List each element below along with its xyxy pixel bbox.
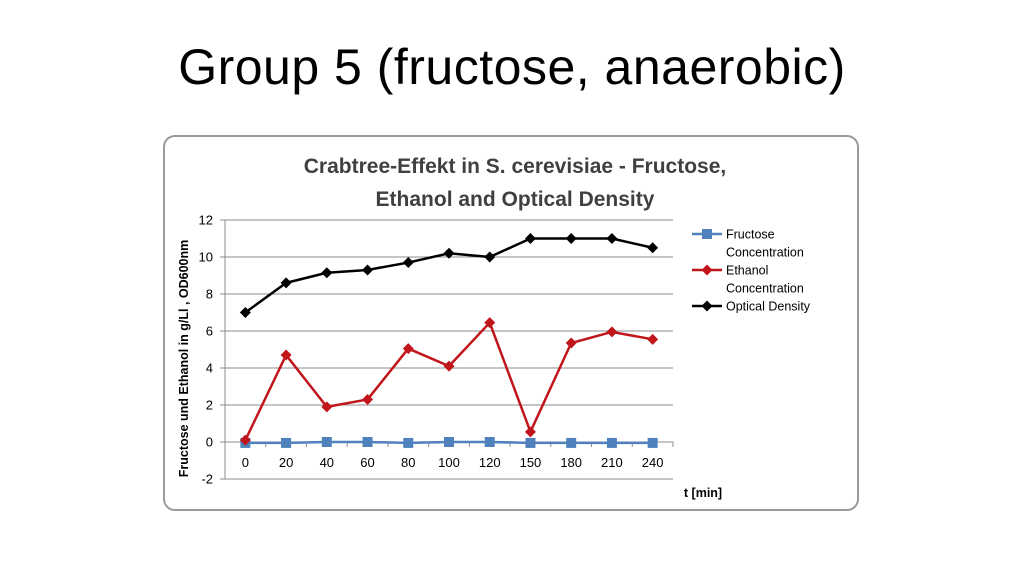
y-tick-label: 0 bbox=[206, 435, 213, 450]
legend-marker bbox=[701, 300, 713, 312]
data-point bbox=[443, 247, 455, 259]
data-point bbox=[280, 349, 292, 361]
y-tick-label: 10 bbox=[199, 250, 213, 265]
legend-item-3: Optical Density bbox=[692, 300, 811, 314]
x-tick-label: 40 bbox=[320, 455, 334, 470]
series-1 bbox=[240, 437, 658, 448]
data-point bbox=[443, 360, 455, 372]
legend-label: Optical Density bbox=[726, 300, 811, 314]
data-point bbox=[647, 437, 658, 448]
legend-label: Concentration bbox=[726, 246, 804, 260]
x-tick-label: 180 bbox=[560, 455, 582, 470]
x-tick-label: 0 bbox=[242, 455, 249, 470]
chart-title-line-1: Crabtree-Effekt in S. cerevisiae - Fruct… bbox=[304, 155, 727, 178]
x-tick-label: 20 bbox=[279, 455, 293, 470]
x-tick-label: 80 bbox=[401, 455, 415, 470]
data-point bbox=[321, 401, 333, 413]
data-point bbox=[402, 343, 414, 355]
legend-marker bbox=[701, 264, 713, 276]
slide-title: Group 5 (fructose, anaerobic) bbox=[178, 39, 846, 95]
data-point bbox=[321, 267, 333, 279]
chart-title-line-2: Ethanol and Optical Density bbox=[376, 188, 655, 211]
data-point bbox=[606, 233, 618, 244]
x-tick-label: 60 bbox=[360, 455, 374, 470]
data-point bbox=[239, 307, 251, 318]
chart-frame: Crabtree-Effekt in S. cerevisiae - Fruct… bbox=[163, 135, 859, 511]
data-point bbox=[647, 333, 659, 345]
data-point bbox=[606, 326, 618, 338]
legend-item-2: Ethanol Concentration bbox=[692, 264, 804, 296]
data-point bbox=[647, 242, 659, 254]
x-tick-label: 100 bbox=[438, 455, 460, 470]
data-point bbox=[362, 264, 374, 276]
legend-marker bbox=[702, 229, 712, 239]
y-tick-label: 2 bbox=[206, 398, 213, 413]
data-point bbox=[565, 337, 577, 349]
y-axis-title: Fructose und Ethanol in g/Ll , OD600nm bbox=[177, 240, 191, 478]
data-point bbox=[444, 437, 454, 447]
chart-title: Crabtree-Effekt in S. cerevisiae - Fruct… bbox=[304, 155, 727, 211]
legend-item-1: Fructose Concentration bbox=[692, 228, 804, 260]
data-point bbox=[524, 233, 536, 244]
data-point bbox=[362, 437, 373, 447]
x-tick-label: 120 bbox=[479, 455, 501, 470]
data-point bbox=[484, 317, 496, 329]
data-point bbox=[524, 426, 536, 438]
data-point bbox=[484, 437, 495, 447]
legend: Fructose Concentration Ethanol Concentratio… bbox=[692, 228, 811, 314]
y-tick-label: 6 bbox=[206, 324, 213, 339]
x-tick-label: 210 bbox=[601, 455, 623, 470]
data-point bbox=[362, 393, 374, 405]
y-tick-label: 12 bbox=[199, 213, 213, 228]
data-series bbox=[239, 233, 659, 448]
data-point bbox=[280, 277, 292, 289]
x-tick-label: 240 bbox=[642, 455, 664, 470]
x-tick-labels: 0 20 40 60 80 100 120 150 180 210 240 bbox=[242, 455, 664, 470]
data-point bbox=[525, 437, 536, 448]
y-tick-label: 4 bbox=[206, 361, 213, 376]
data-point bbox=[565, 233, 577, 244]
data-point bbox=[321, 437, 332, 447]
y-tick-label: 8 bbox=[206, 287, 213, 302]
y-tick-label: -2 bbox=[201, 472, 213, 487]
series-line bbox=[244, 321, 653, 441]
data-point bbox=[606, 437, 617, 448]
series-2 bbox=[239, 317, 659, 446]
data-point bbox=[281, 437, 292, 448]
x-axis-title: t [min] bbox=[684, 486, 722, 500]
line-chart: Crabtree-Effekt in S. cerevisiae - Fruct… bbox=[177, 155, 811, 500]
legend-label: Fructose bbox=[726, 228, 775, 242]
y-tick-labels: -2 0 2 4 6 8 10 12 bbox=[199, 213, 213, 487]
data-point bbox=[484, 251, 496, 263]
data-point bbox=[402, 257, 414, 269]
data-point bbox=[403, 437, 414, 448]
x-tick-label: 150 bbox=[520, 455, 542, 470]
legend-label: Concentration bbox=[726, 282, 804, 296]
legend-label: Ethanol bbox=[726, 264, 768, 278]
data-point bbox=[239, 434, 251, 446]
series-3 bbox=[239, 233, 659, 318]
data-point bbox=[566, 437, 577, 448]
